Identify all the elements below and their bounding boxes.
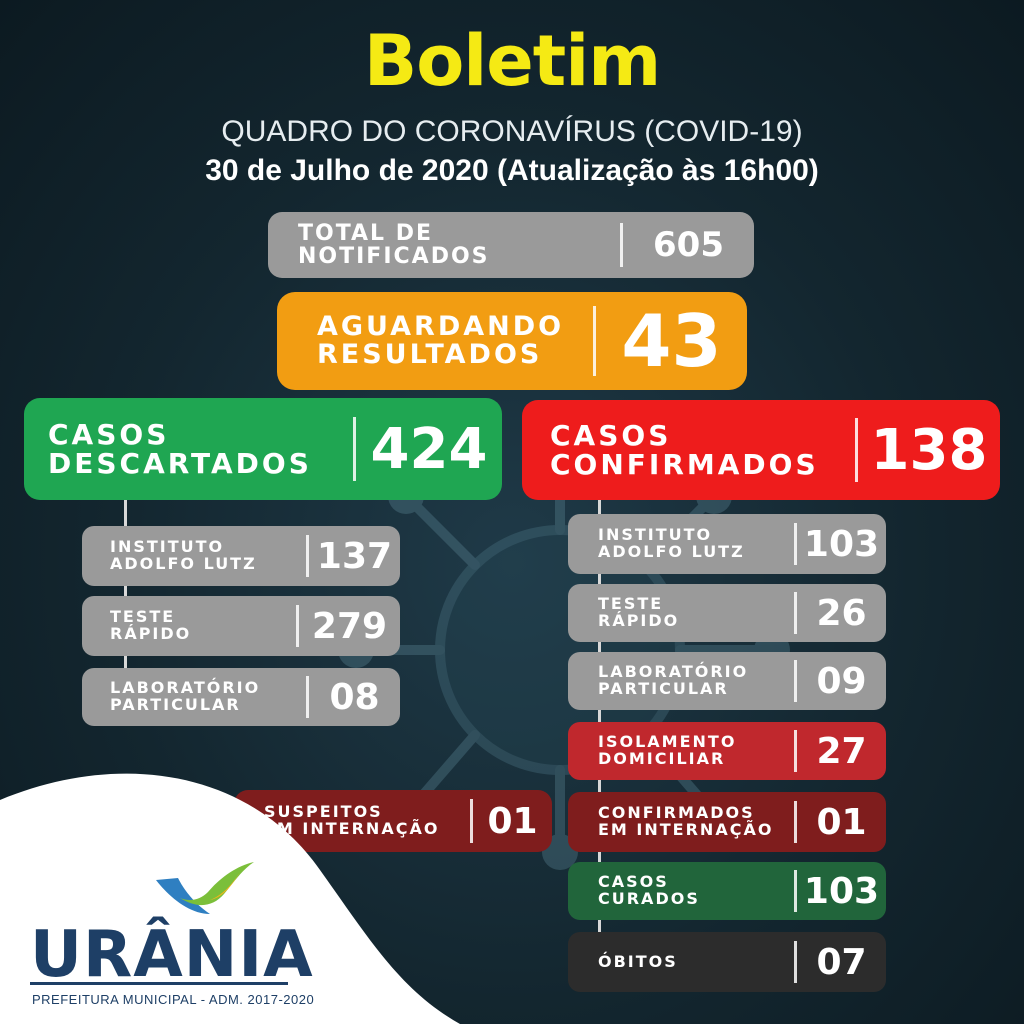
total-notified-label: TOTAL DE NOTIFICADOS xyxy=(298,220,490,269)
item-value: 01 xyxy=(816,801,867,843)
item-label: ISOLAMENTO DOMICILIAR xyxy=(598,732,737,768)
discarded-cases-box: CASOS DESCARTADOS 424 xyxy=(24,398,502,500)
page-title: Boletim xyxy=(363,20,661,102)
confirmed-item-private-lab: LABORATÓRIO PARTICULAR 09 xyxy=(568,652,886,710)
logo-tagline: PREFEITURA MUNICIPAL - ADM. 2017-2020 xyxy=(32,992,315,1007)
suspects-hospitalized-label: SUSPEITOS EM INTERNAÇÃO xyxy=(264,802,440,838)
total-notified-box: TOTAL DE NOTIFICADOS 605 xyxy=(268,212,754,278)
logo-name: URÂNIA xyxy=(30,918,314,992)
confirmed-item-hospitalized: CONFIRMADOS EM INTERNAÇÃO 01 xyxy=(568,792,886,852)
urania-logo-icon xyxy=(156,862,254,914)
confirmed-cases-value: 138 xyxy=(870,417,988,483)
discarded-cases-label: CASOS DESCARTADOS xyxy=(48,417,312,480)
item-label: LABORATÓRIO PARTICULAR xyxy=(598,662,749,698)
confirmed-item-adolfo-lutz: INSTITUTO ADOLFO LUTZ 103 xyxy=(568,514,886,574)
suspects-hospitalized-box: SUSPEITOS EM INTERNAÇÃO 01 xyxy=(234,790,552,852)
awaiting-results-value: 43 xyxy=(621,299,722,383)
page-subtitle: QUADRO DO CORONAVÍRUS (COVID-19) xyxy=(221,115,803,148)
total-notified-value: 605 xyxy=(653,225,724,265)
item-label: TESTE RÁPIDO xyxy=(110,607,192,643)
awaiting-results-label: AGUARDANDO RESULTADOS xyxy=(317,310,565,370)
discarded-item-private-lab: LABORATÓRIO PARTICULAR 08 xyxy=(82,668,400,726)
item-label: CASOS CURADOS xyxy=(598,872,700,908)
item-value: 137 xyxy=(316,535,393,577)
discarded-cases-value: 424 xyxy=(370,416,488,482)
confirmed-cases-box: CASOS CONFIRMADOS 138 xyxy=(522,400,1000,500)
item-value: 07 xyxy=(816,941,867,983)
discarded-item-rapid-test: TESTE RÁPIDO 279 xyxy=(82,596,400,656)
confirmed-item-deaths: ÓBITOS 07 xyxy=(568,932,886,992)
item-label: INSTITUTO ADOLFO LUTZ xyxy=(598,525,745,561)
item-value: 08 xyxy=(329,676,380,718)
item-value: 26 xyxy=(816,592,867,634)
confirmed-item-rapid-test: TESTE RÁPIDO 26 xyxy=(568,584,886,642)
update-date: 30 de Julho de 2020 (Atualização às 16h0… xyxy=(205,154,819,187)
awaiting-results-box: AGUARDANDO RESULTADOS 43 xyxy=(277,292,747,390)
confirmed-item-home-isolation: ISOLAMENTO DOMICILIAR 27 xyxy=(568,722,886,780)
discarded-item-adolfo-lutz: INSTITUTO ADOLFO LUTZ 137 xyxy=(82,526,400,586)
item-value: 09 xyxy=(816,660,867,702)
item-value: 103 xyxy=(803,870,880,912)
item-value: 27 xyxy=(816,730,867,772)
item-label: TESTE RÁPIDO xyxy=(598,594,680,630)
logo-divider xyxy=(30,982,288,985)
suspects-hospitalized-value: 01 xyxy=(487,800,538,842)
confirmed-item-recovered: CASOS CURADOS 103 xyxy=(568,862,886,920)
item-label: CONFIRMADOS EM INTERNAÇÃO xyxy=(598,803,774,839)
confirmed-cases-label: CASOS CONFIRMADOS xyxy=(550,418,819,481)
item-label: LABORATÓRIO PARTICULAR xyxy=(110,678,261,714)
item-value: 103 xyxy=(803,523,880,565)
item-value: 279 xyxy=(311,605,388,647)
item-label: ÓBITOS xyxy=(598,951,678,971)
logo-background-wave xyxy=(0,773,460,1024)
item-label: INSTITUTO ADOLFO LUTZ xyxy=(110,537,257,573)
